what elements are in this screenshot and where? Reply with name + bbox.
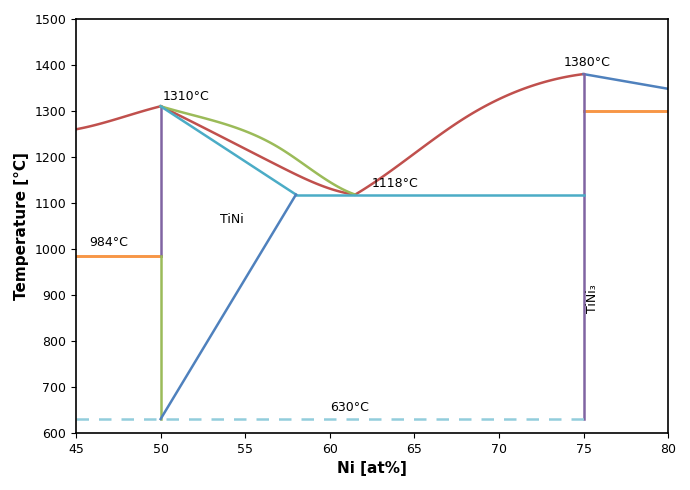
Text: 1310°C: 1310°C	[163, 90, 210, 102]
Y-axis label: Temperature [°C]: Temperature [°C]	[14, 152, 29, 300]
Text: 630°C: 630°C	[330, 401, 368, 415]
Text: TiNi₃: TiNi₃	[586, 285, 599, 313]
Text: 1380°C: 1380°C	[563, 55, 610, 69]
X-axis label: Ni [at%]: Ni [at%]	[337, 461, 407, 476]
Text: TiNi: TiNi	[220, 213, 244, 226]
Text: 1118°C: 1118°C	[372, 177, 419, 190]
Text: 984°C: 984°C	[90, 236, 128, 249]
